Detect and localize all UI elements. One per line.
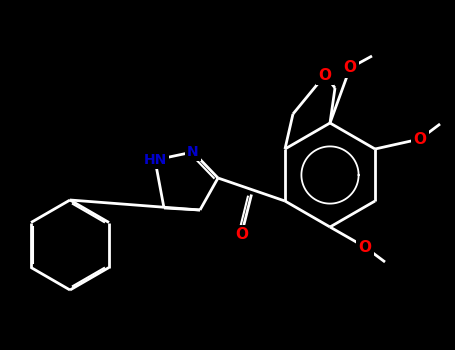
Text: HN: HN — [143, 153, 167, 167]
Text: N: N — [187, 145, 199, 159]
Text: O: O — [414, 132, 426, 147]
Text: O: O — [359, 239, 371, 254]
Text: O: O — [318, 68, 332, 83]
Text: O: O — [235, 227, 248, 242]
Text: O: O — [344, 61, 357, 76]
